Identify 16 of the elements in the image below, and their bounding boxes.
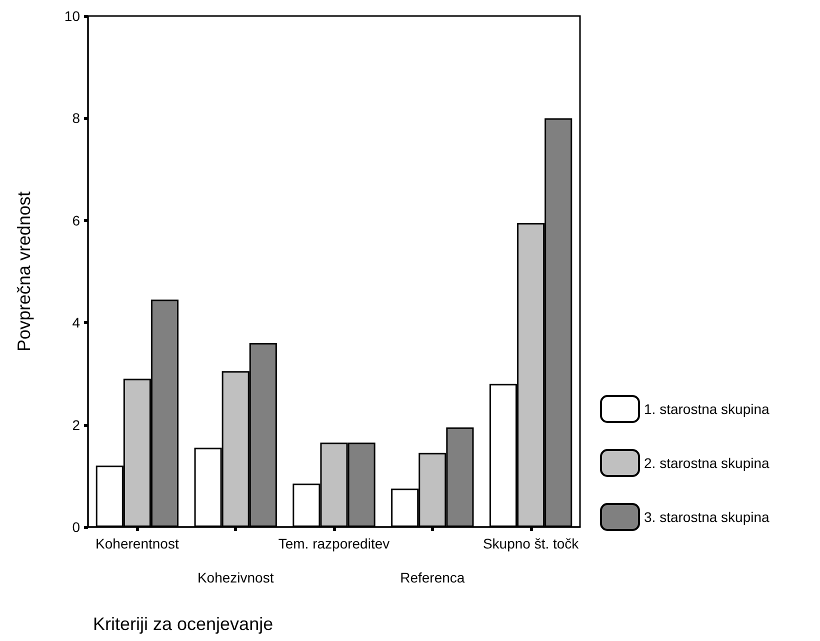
x-tick-label: Referenca [400, 570, 465, 586]
y-tick-label: 6 [72, 212, 80, 228]
y-tick-label: 10 [64, 8, 80, 24]
x-axis-title: Kriteriji za ocenjevanje [93, 614, 274, 634]
x-tick-label: Kohezivnost [197, 570, 274, 586]
legend-label: 1. starostna skupina [644, 401, 770, 417]
x-tick-label: Koherentnost [96, 536, 179, 552]
x-tick-label: Tem. razporeditev [278, 536, 390, 552]
y-tick-label: 0 [72, 519, 80, 535]
y-axis-title: Povprečna vrednost [14, 191, 34, 352]
y-tick-label: 4 [72, 314, 80, 331]
x-tick-label: Skupno št. točk [482, 536, 580, 552]
y-tick-label: 8 [72, 110, 80, 126]
legend-label: 3. starostna skupina [644, 509, 770, 525]
legend-label: 2. starostna skupina [644, 455, 770, 471]
y-tick-label: 2 [72, 416, 80, 433]
